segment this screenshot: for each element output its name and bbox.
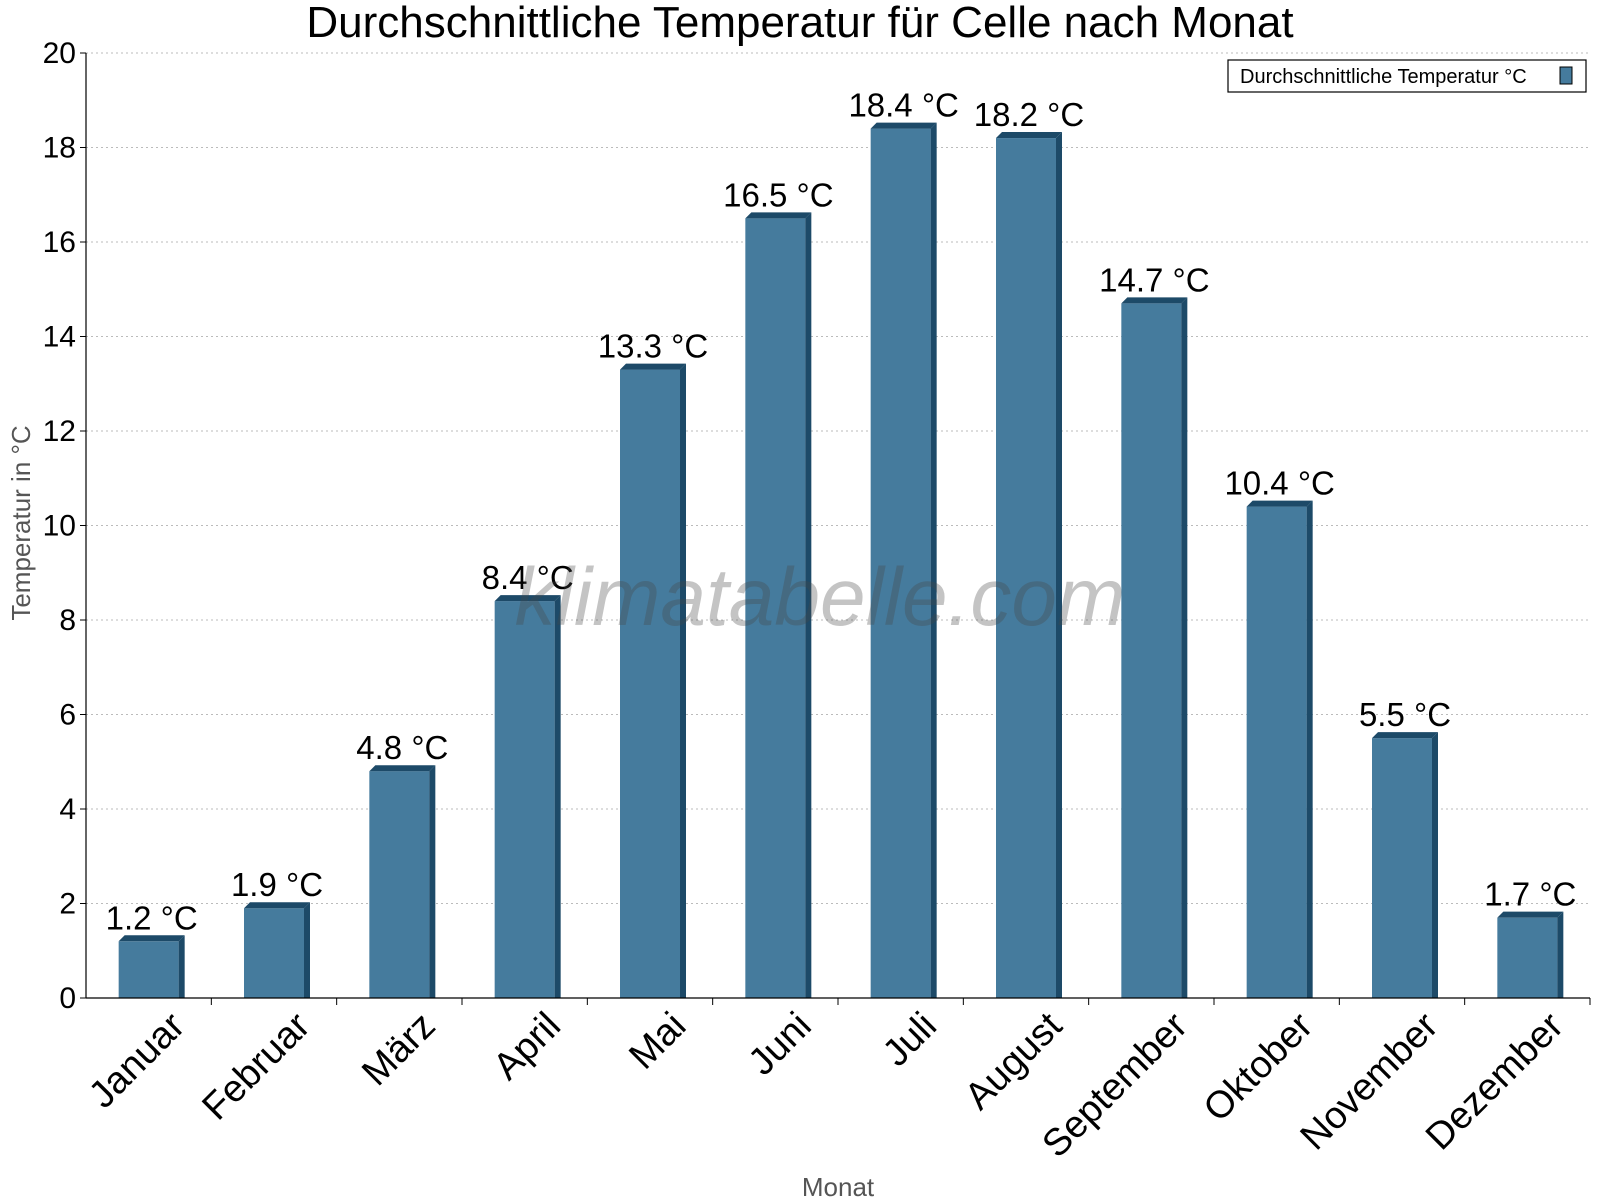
bar-side: [429, 765, 436, 998]
bar-value-label: 4.8 °C: [356, 729, 448, 766]
bar-top: [369, 765, 436, 772]
bar-side: [1181, 297, 1188, 998]
y-axis-title: Temperatur in °C: [6, 425, 36, 620]
y-tick-label: 0: [59, 982, 76, 1015]
bar-value-label: 14.7 °C: [1099, 261, 1209, 298]
x-tick-label: April: [486, 1005, 569, 1088]
x-tick-label: Januar: [81, 1004, 193, 1116]
bar-front: [118, 941, 179, 998]
axes: [85, 53, 1590, 999]
y-tick-label: 14: [43, 321, 76, 354]
bar-side: [1557, 911, 1564, 998]
bar-front: [494, 601, 555, 998]
bar-side: [554, 595, 561, 998]
y-tick-label: 10: [43, 510, 76, 543]
bar: [369, 765, 436, 998]
bar-top: [118, 935, 185, 942]
bar: [996, 132, 1062, 999]
bar-side: [930, 122, 937, 999]
x-axis-ticks: Januar Februar März April Mai Juni Juli AugustS…: [81, 998, 1591, 1166]
bars: [118, 122, 1564, 999]
bar-top: [244, 902, 310, 909]
bar-side: [680, 363, 686, 998]
bar-top: [620, 363, 686, 370]
bar-top: [870, 122, 937, 129]
bar-top: [1372, 732, 1438, 739]
bar-front: [244, 908, 304, 998]
bar: [1121, 297, 1188, 998]
bar: [244, 902, 310, 998]
bar-value-label: 1.2 °C: [106, 899, 198, 936]
x-tick-label: März: [354, 1005, 443, 1094]
bar-top: [1121, 297, 1188, 304]
y-tick-label: 2: [59, 888, 76, 921]
bar-top: [996, 132, 1062, 139]
y-tick-label: 4: [59, 793, 76, 826]
x-tick-label: Oktober: [1196, 1004, 1322, 1130]
bar-value-label: 1.7 °C: [1484, 876, 1576, 913]
bar-value-labels: 1.2 °C 1.9 °C 4.8 °C 8.4 °C 13.3 °C 16.5 °C 18…: [106, 87, 1577, 937]
y-tick-label: 6: [59, 699, 76, 732]
bar-value-label: 8.4 °C: [482, 559, 574, 596]
bar-value-label: 18.4 °C: [848, 87, 958, 124]
bar: [620, 363, 686, 998]
x-tick-label: August: [957, 1004, 1071, 1118]
y-tick-label: 18: [43, 132, 76, 165]
y-tick-label: 16: [43, 226, 76, 259]
y-axis-ticks: 0 2 4 6 8 10 12 14 16 18 20: [43, 37, 86, 1015]
x-tick-label: Dezember: [1418, 1004, 1572, 1158]
bar: [870, 122, 937, 999]
bar-side: [1432, 732, 1438, 998]
bar-side: [304, 902, 310, 998]
bar-side: [1056, 132, 1062, 999]
bar-front: [996, 138, 1056, 999]
bar-front: [620, 369, 680, 998]
y-tick-label: 12: [43, 415, 76, 448]
bar-value-label: 10.4 °C: [1224, 465, 1334, 502]
bar-top: [745, 212, 812, 219]
y-tick-label: 8: [59, 604, 76, 637]
bar: [1246, 500, 1313, 998]
bar-value-label: 13.3 °C: [598, 328, 708, 365]
x-tick-label: Februar: [195, 1004, 319, 1128]
x-tick-label: Juni: [741, 1005, 820, 1084]
bar-top: [1246, 500, 1313, 507]
watermark-text: klimatabelle.com: [515, 552, 1126, 643]
bar-front: [1121, 303, 1182, 998]
legend: Durchschnittliche Temperatur °C: [1227, 59, 1587, 93]
bar-top: [1497, 911, 1564, 918]
x-tick-label: Mai: [621, 1005, 694, 1078]
bar-side: [805, 212, 812, 998]
bar-front: [745, 218, 806, 998]
bar-front: [369, 771, 430, 998]
bar-side: [1306, 500, 1313, 998]
bar: [1497, 911, 1564, 998]
bar: [745, 212, 812, 998]
gridlines: [86, 52, 1590, 904]
bar-value-label: 16.5 °C: [723, 176, 833, 213]
bar-side: [178, 935, 185, 998]
x-tick-label: Juli: [875, 1005, 945, 1075]
bar-front: [870, 128, 931, 999]
bar-front: [1372, 738, 1432, 998]
legend-label: Durchschnittliche Temperatur °C: [1240, 66, 1527, 88]
legend-swatch: [1559, 66, 1573, 85]
bar-front: [1497, 917, 1558, 998]
y-tick-label: 20: [43, 37, 76, 70]
bar: [494, 595, 561, 998]
bar: [1372, 732, 1438, 998]
bar-value-label: 1.9 °C: [231, 866, 323, 903]
legend-box: [1227, 59, 1587, 93]
x-axis-title: Monat: [802, 1172, 875, 1200]
bar-value-label: 5.5 °C: [1359, 696, 1451, 733]
bar-top: [494, 595, 561, 602]
bar: [118, 935, 185, 998]
bar-front: [1246, 506, 1307, 998]
bar-value-label: 18.2 °C: [974, 96, 1084, 133]
chart-title: Durchschnittliche Temperatur für Celle n…: [306, 0, 1293, 47]
